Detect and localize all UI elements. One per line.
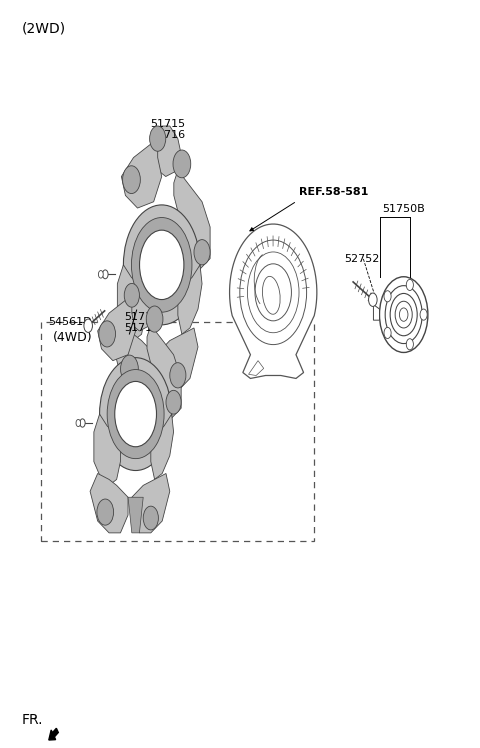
Text: 54561D: 54561D [48,317,92,327]
Circle shape [115,381,156,447]
Circle shape [122,166,140,194]
Circle shape [107,370,164,459]
Text: (4WD): (4WD) [53,331,92,344]
Circle shape [166,390,181,414]
Polygon shape [373,304,380,320]
Circle shape [98,271,103,278]
Circle shape [399,308,408,322]
Circle shape [123,205,200,325]
Polygon shape [117,265,145,340]
Circle shape [384,291,391,302]
Text: 51750B: 51750B [383,204,425,215]
Circle shape [390,293,417,336]
Polygon shape [97,295,136,361]
Circle shape [99,358,172,470]
Polygon shape [147,325,181,420]
Polygon shape [128,497,143,533]
Polygon shape [154,353,170,391]
Polygon shape [154,126,182,177]
Circle shape [406,339,413,350]
Polygon shape [178,265,202,334]
Circle shape [170,363,186,388]
Circle shape [124,283,139,307]
Circle shape [369,293,377,307]
Circle shape [143,506,158,530]
Circle shape [76,420,81,426]
Circle shape [150,126,166,151]
Circle shape [380,277,428,352]
Polygon shape [128,283,155,331]
Circle shape [140,230,184,299]
Polygon shape [249,361,264,375]
Circle shape [146,306,163,332]
Polygon shape [121,138,162,208]
Polygon shape [151,414,174,479]
Circle shape [406,280,413,290]
Circle shape [132,218,192,312]
Circle shape [173,150,191,178]
Polygon shape [90,473,128,533]
Text: 51715
51716: 51715 51716 [124,313,159,333]
Polygon shape [113,328,154,391]
Text: (2WD): (2WD) [22,22,66,35]
Circle shape [120,355,138,383]
Polygon shape [229,224,317,378]
Circle shape [420,309,427,320]
Bar [41,322,313,541]
Text: 51715
51716: 51715 51716 [150,120,185,140]
Polygon shape [94,414,120,485]
FancyArrow shape [49,729,58,740]
Circle shape [194,239,210,265]
Polygon shape [158,328,198,391]
Circle shape [84,319,93,332]
Circle shape [384,328,391,339]
Text: REF.58-581: REF.58-581 [300,187,369,197]
Polygon shape [132,473,170,533]
Text: 52752: 52752 [344,254,380,264]
Circle shape [97,499,114,525]
Circle shape [99,321,116,347]
Polygon shape [174,171,210,272]
Text: FR.: FR. [22,713,43,726]
Circle shape [80,419,85,427]
Circle shape [102,270,108,279]
